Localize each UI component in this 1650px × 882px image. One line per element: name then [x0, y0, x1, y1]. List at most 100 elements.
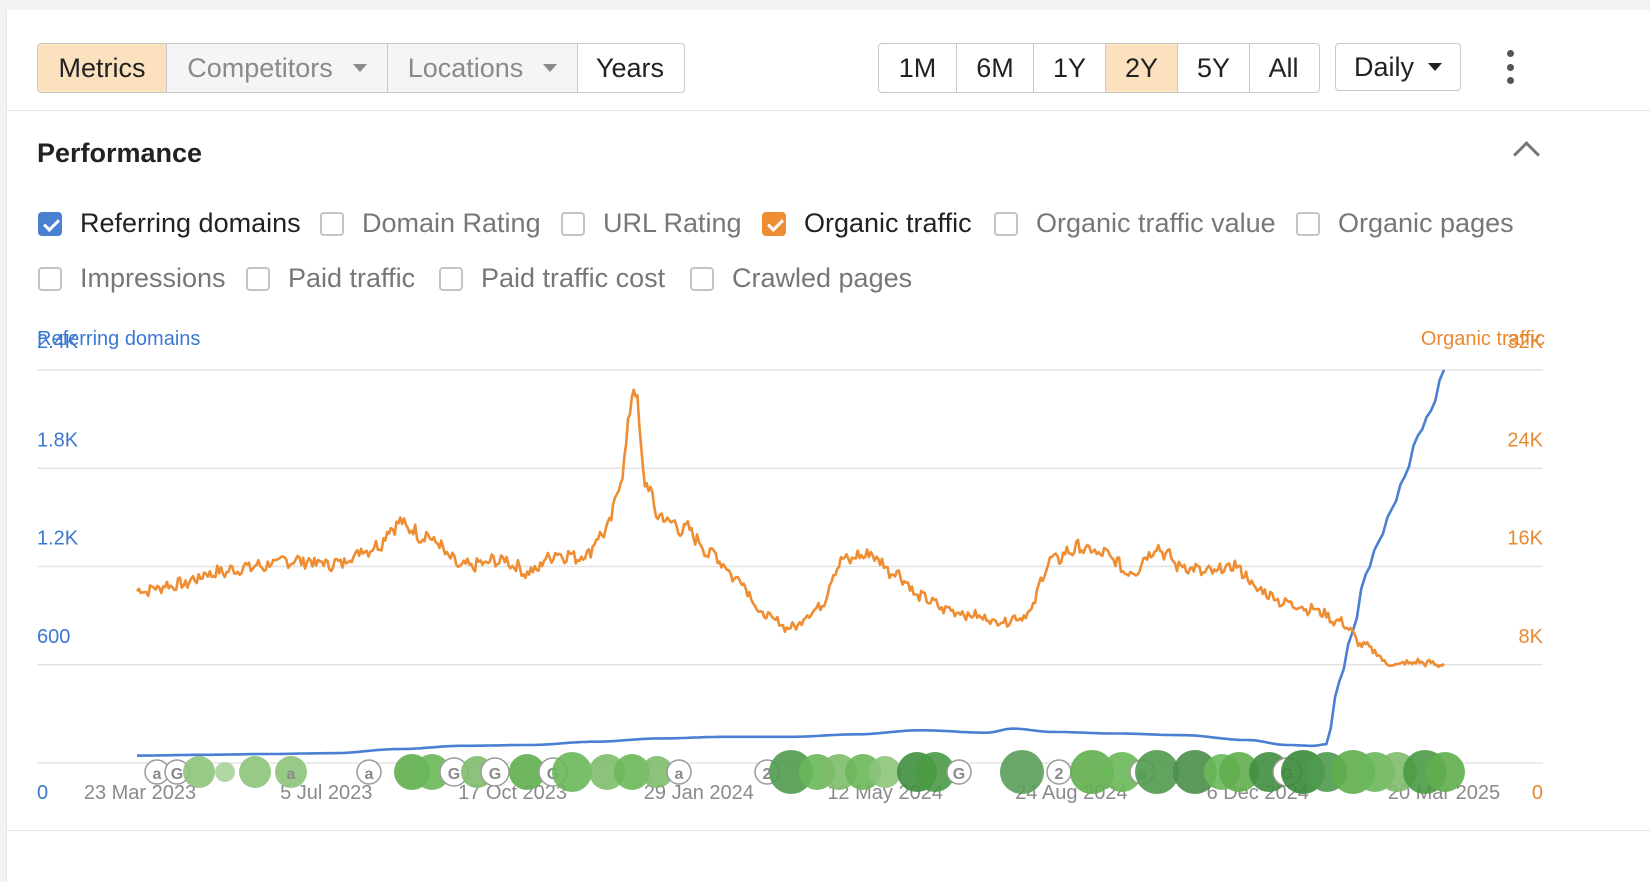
- checkbox-checked-icon[interactable]: [762, 211, 786, 236]
- metric-label: Impressions: [80, 263, 226, 293]
- metric-impressions[interactable]: Impressions: [38, 263, 226, 294]
- metric-organic-pages[interactable]: Organic pages: [1296, 208, 1514, 239]
- range-6m-button[interactable]: 6M: [957, 44, 1034, 92]
- left-tick-label: 0: [37, 782, 48, 804]
- event-bubble: [552, 752, 592, 792]
- range-2y-button[interactable]: 2Y: [1106, 44, 1178, 92]
- x-tick-label: 17 Oct 2023: [458, 782, 567, 804]
- checkbox-icon[interactable]: [439, 266, 463, 291]
- more-options-icon[interactable]: [1500, 50, 1520, 84]
- range-all-button[interactable]: All: [1250, 44, 1317, 92]
- event-bubble: [769, 750, 813, 794]
- event-icon: [356, 759, 382, 785]
- toolbar: Metrics Competitors Locations Years 1M 6…: [7, 10, 1650, 111]
- site-explorer-panel: Metrics Competitors Locations Years 1M 6…: [6, 10, 1650, 882]
- x-tick-label: 5 Jul 2023: [280, 782, 372, 804]
- event-bubble: [869, 756, 901, 788]
- granularity-label: Daily: [1353, 51, 1414, 82]
- event-icon-label: a: [287, 766, 296, 783]
- left-tick-label: 1.2K: [37, 528, 79, 550]
- left-axis-title: Referring domains: [37, 328, 201, 350]
- event-bubble: [239, 756, 271, 788]
- event-bubble: [1135, 750, 1179, 794]
- right-tick-label: 32K: [1507, 331, 1543, 353]
- tab-locations[interactable]: Locations: [388, 44, 578, 92]
- granularity-dropdown[interactable]: Daily: [1335, 43, 1461, 91]
- checkbox-icon[interactable]: [1296, 211, 1320, 236]
- event-icon-label: 2: [1055, 766, 1064, 783]
- checkbox-icon[interactable]: [320, 211, 344, 236]
- event-bubble: [1000, 750, 1044, 794]
- event-bubble: [915, 752, 955, 792]
- metric-referring-domains[interactable]: Referring domains: [38, 208, 301, 239]
- left-tick-label: 1.8K: [37, 429, 79, 451]
- checkbox-icon[interactable]: [994, 211, 1018, 236]
- event-icon-label: a: [675, 766, 684, 783]
- metric-label: Crawled pages: [732, 263, 913, 293]
- tab-years[interactable]: Years: [578, 44, 682, 92]
- metric-crawled-pages[interactable]: Crawled pages: [690, 263, 912, 294]
- range-label: 5Y: [1196, 52, 1231, 83]
- checkbox-icon[interactable]: [561, 211, 585, 236]
- metric-organic-traffic-value[interactable]: Organic traffic value: [994, 208, 1276, 239]
- range-label: 1Y: [1052, 52, 1087, 83]
- metric-label: Organic traffic value: [1036, 208, 1276, 238]
- metric-paid-traffic[interactable]: Paid traffic: [246, 263, 415, 294]
- event-bubble: [275, 756, 307, 788]
- range-selector: 1M 6M 1Y 2Y 5Y All: [878, 43, 1320, 93]
- event-bubble: [215, 762, 235, 782]
- metric-label: Paid traffic: [288, 263, 416, 293]
- event-icon-label: a: [153, 766, 162, 783]
- event-icon: [946, 759, 972, 785]
- tab-metrics[interactable]: Metrics: [38, 44, 167, 92]
- checkbox-icon[interactable]: [690, 266, 714, 291]
- metric-url-rating[interactable]: URL Rating: [561, 208, 742, 239]
- event-icon-label: a: [365, 766, 374, 783]
- metric-label: Organic pages: [1338, 208, 1514, 238]
- range-label: 2Y: [1124, 52, 1159, 83]
- metric-domain-rating[interactable]: Domain Rating: [320, 208, 541, 239]
- right-axis-title: Organic traffic: [1420, 328, 1545, 350]
- event-bubble: [1070, 750, 1114, 794]
- right-tick-label: 24K: [1507, 429, 1543, 451]
- event-bubble: [589, 754, 625, 790]
- event-bubble: [1425, 752, 1465, 792]
- right-tick-label: 16K: [1507, 528, 1543, 550]
- range-1m-button[interactable]: 1M: [879, 44, 957, 92]
- metric-paid-traffic-cost[interactable]: Paid traffic cost: [439, 263, 665, 294]
- series-line-organic-traffic: [135, 388, 1445, 669]
- event-icon-label: G: [953, 766, 965, 783]
- left-tick-label: 600: [37, 626, 70, 648]
- divider: [7, 830, 1650, 831]
- metric-label: URL Rating: [603, 208, 742, 238]
- metric-label: Referring domains: [80, 208, 301, 238]
- event-bubble: [183, 756, 215, 788]
- event-bubble: [414, 754, 450, 790]
- view-tabs: Metrics Competitors Locations Years: [37, 43, 685, 93]
- metric-label: Organic traffic: [804, 208, 972, 238]
- range-label: 1M: [898, 52, 937, 83]
- range-label: All: [1268, 52, 1299, 83]
- event-icon: [666, 759, 692, 785]
- series-line-referring-domains: [137, 369, 1446, 757]
- checkbox-icon[interactable]: [38, 266, 62, 291]
- left-tick-label: 2.4K: [37, 331, 79, 353]
- range-1y-button[interactable]: 1Y: [1034, 44, 1106, 92]
- section-title: Performance: [37, 138, 203, 168]
- metric-organic-traffic[interactable]: Organic traffic: [762, 208, 972, 239]
- event-bubble: [641, 756, 673, 788]
- range-5y-button[interactable]: 5Y: [1178, 44, 1250, 92]
- performance-chart[interactable]: 0 600 1.2K 1.8K 2.4K 0 8K 16K 24K 32K 23 Mar 2023 5…: [7, 10, 1650, 840]
- event-bubble: [1219, 752, 1259, 792]
- tab-years-label: Years: [595, 52, 665, 83]
- checkbox-checked-icon[interactable]: [38, 211, 62, 236]
- event-bubble: [509, 754, 545, 790]
- chevron-down-icon: [352, 64, 367, 72]
- event-icon-label: 2: [763, 766, 772, 783]
- tab-metrics-label: Metrics: [58, 52, 146, 83]
- tab-competitors[interactable]: Competitors: [167, 44, 388, 92]
- event-bubble: [1102, 752, 1142, 792]
- x-tick-label: 29 Jan 2024: [644, 782, 754, 804]
- tab-competitors-label: Competitors: [187, 52, 333, 83]
- checkbox-icon[interactable]: [246, 266, 270, 291]
